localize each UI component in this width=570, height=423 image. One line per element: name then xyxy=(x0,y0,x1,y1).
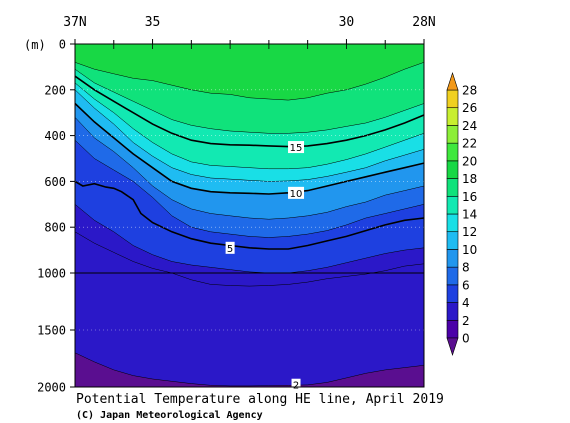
band-below-2 xyxy=(75,352,424,387)
contour-label-5: 5 xyxy=(227,244,233,255)
colorbar-swatch xyxy=(446,266,459,286)
x-tick-label: 35 xyxy=(145,15,161,30)
isotherm-5 xyxy=(75,180,424,250)
y-tick-label: 1000 xyxy=(37,267,66,281)
colorbar-swatch xyxy=(446,319,459,339)
isotherm-18 xyxy=(75,62,424,101)
y-tick-label: 800 xyxy=(44,221,66,235)
depth-guides xyxy=(75,89,424,331)
colorbar-label: 18 xyxy=(462,172,477,186)
colorbar-label: 12 xyxy=(462,225,477,239)
isotherm-2 xyxy=(75,352,424,387)
isotherm-14 xyxy=(75,82,424,170)
contour-labels: 15 10 5 2 xyxy=(225,141,305,392)
chart-title: Potential Temperature along HE line, Apr… xyxy=(76,392,444,407)
colorbar-label: 0 xyxy=(462,332,470,346)
colorbar-swatch xyxy=(446,195,459,215)
colorbar-swatch xyxy=(446,231,459,250)
colorbar-label: 2 xyxy=(462,314,470,328)
x-tick-label: 28N xyxy=(412,15,435,30)
band-below-3 xyxy=(75,231,424,387)
isotherm-4 xyxy=(75,204,424,274)
colorbar-label: 6 xyxy=(462,278,470,292)
colorbar-label: 10 xyxy=(462,243,477,257)
contour-label-bg xyxy=(291,378,301,391)
colorbar-label: 14 xyxy=(462,208,477,222)
colorbar-label: 16 xyxy=(462,190,477,204)
contour-label-bg xyxy=(288,141,305,154)
isotherm-15 xyxy=(75,75,424,148)
contour-label-2: 2 xyxy=(293,381,299,392)
credit-text: (C) Japan Meteorological Agency xyxy=(76,409,263,421)
colorbar-swatch xyxy=(446,302,459,321)
colorbar-swatch xyxy=(446,142,459,162)
colorbar-swatch xyxy=(446,249,459,268)
isotherm-lines xyxy=(75,62,424,387)
colorbar-swatch xyxy=(446,107,459,126)
colorbar-swatch xyxy=(446,125,459,144)
contour-label-bg xyxy=(225,241,235,254)
colorbar-swatch xyxy=(446,89,459,109)
isotherm-6 xyxy=(75,140,424,238)
plot-frame xyxy=(74,43,425,388)
colorbar-label: 8 xyxy=(462,261,470,275)
y-tick-label: 0 xyxy=(59,38,66,52)
depth-unit-label: (m) xyxy=(24,38,46,52)
colorbar-swatch xyxy=(446,160,459,179)
contour-label-10: 10 xyxy=(290,189,303,200)
y-tick-label: 2000 xyxy=(37,381,66,395)
colorbar-label: 28 xyxy=(462,84,477,98)
colorbar-label: 20 xyxy=(462,154,477,168)
isotherm-12 xyxy=(75,89,424,182)
contour-label-15: 15 xyxy=(290,143,303,154)
colorbar-label: 24 xyxy=(462,119,477,133)
colorbar-swatch xyxy=(446,213,459,233)
colorbar-under-arrow xyxy=(446,337,459,356)
colorbar-over-arrow xyxy=(446,72,459,91)
y-tick-label: 400 xyxy=(44,129,66,143)
isotherm-10 xyxy=(75,102,424,195)
x-tick-label: 37N xyxy=(63,15,86,30)
contour-label-bg xyxy=(288,186,305,199)
y-tick-label: 600 xyxy=(44,175,66,189)
temperature-bands xyxy=(75,44,424,387)
colorbar-label: 4 xyxy=(462,296,470,310)
y-tick-label: 200 xyxy=(44,83,66,97)
y-tick-label: 1500 xyxy=(37,324,66,338)
isotherm-3 xyxy=(75,231,424,287)
colorbar-label: 22 xyxy=(462,137,477,151)
colorbar-swatch xyxy=(446,178,459,197)
x-tick-label: 30 xyxy=(339,15,355,30)
depth-axis: 0 200 400 600 800 1000 1500 2000 xyxy=(37,38,75,395)
colorbar-label: 26 xyxy=(462,101,477,115)
isotherm-16 xyxy=(75,68,424,134)
colorbar-swatch xyxy=(446,284,459,303)
isotherm-8 xyxy=(75,117,424,220)
latitude-axis: 37N 35 30 28N xyxy=(63,15,436,49)
